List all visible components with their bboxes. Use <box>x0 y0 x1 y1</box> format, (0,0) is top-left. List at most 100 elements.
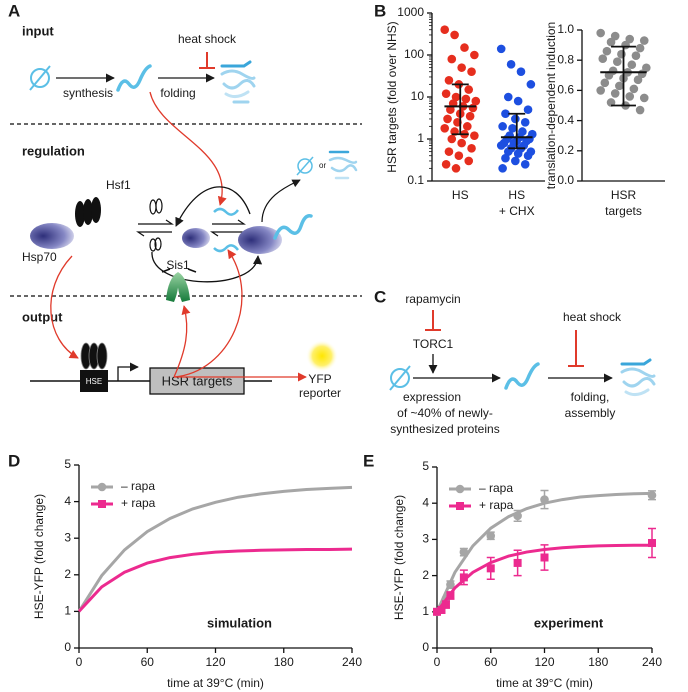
label: Sis1 <box>166 258 190 272</box>
data-point <box>526 80 536 89</box>
data-point <box>520 159 530 169</box>
label: or <box>319 161 326 170</box>
arrow <box>175 186 251 227</box>
sis1 <box>166 272 190 302</box>
data-point <box>508 123 517 133</box>
hsp70 <box>182 228 210 248</box>
panel-a: input regulation output synthesis foldin… <box>10 23 362 400</box>
peptide <box>273 213 313 240</box>
y-tick-label: 0 <box>64 640 71 654</box>
section-label: regulation <box>22 143 85 158</box>
empty-set <box>296 156 314 176</box>
y-tick-label: 1 <box>417 131 424 145</box>
data-point <box>635 43 645 53</box>
y-tick-label: 1 <box>422 604 429 618</box>
data-point <box>629 84 639 94</box>
y-tick-label: 0.6 <box>557 83 574 97</box>
y-axis-label: HSE-YFP (fold change) <box>392 495 406 620</box>
marker <box>540 495 549 504</box>
annotation: simulation <box>207 615 272 630</box>
x-tick-label: 240 <box>342 655 362 669</box>
x-tick-label: 60 <box>484 655 498 669</box>
data-point <box>470 50 479 60</box>
x-tick-label: HS <box>452 188 469 202</box>
data-point <box>596 28 605 38</box>
data-point <box>639 93 649 103</box>
data-point <box>523 151 533 161</box>
marker <box>648 539 656 548</box>
y-tick-label: 5 <box>422 459 429 473</box>
data-point <box>501 109 510 119</box>
peptide <box>213 207 239 216</box>
y-tick-label: 2 <box>422 568 429 582</box>
x-tick-label: HS <box>508 188 525 202</box>
x-tick-label: 120 <box>205 655 225 669</box>
data-point <box>602 46 612 56</box>
marker <box>647 490 657 500</box>
section-label: output <box>22 309 63 324</box>
empty-set <box>389 365 411 391</box>
annotation: experiment <box>534 615 604 630</box>
equilibrium <box>210 219 246 237</box>
data-point <box>471 96 481 106</box>
x-tick-label: + CHX <box>499 204 535 218</box>
hsf1-small <box>149 198 163 252</box>
data-point <box>639 36 649 45</box>
label: assembly <box>565 406 616 420</box>
hsf1-trimer <box>75 197 101 227</box>
data-point <box>496 141 506 150</box>
promoter-arrow <box>117 362 139 381</box>
data-point <box>642 63 651 73</box>
legend-label: + rapa <box>479 498 514 512</box>
y-tick-label: 0.1 <box>407 173 424 187</box>
marker <box>441 600 450 609</box>
data-point <box>516 67 526 77</box>
label: heat shock <box>563 310 622 324</box>
marker <box>513 558 522 567</box>
data-point <box>523 105 533 114</box>
panel-label: D <box>8 451 20 470</box>
data-point <box>501 153 510 163</box>
label: folding <box>160 86 195 100</box>
empty-set <box>29 65 51 91</box>
inhibition <box>199 52 215 69</box>
marker <box>513 511 522 521</box>
data-point <box>496 44 506 54</box>
data-point <box>441 159 451 169</box>
y-tick-label: 4 <box>422 495 429 509</box>
data-point <box>506 60 516 69</box>
legend-label: + rapa <box>121 496 156 510</box>
peptide <box>213 244 239 253</box>
hsp70 <box>30 223 74 249</box>
y-tick-label: 0.0 <box>557 173 574 187</box>
folded-protein <box>620 358 656 397</box>
label: HSR targets <box>162 373 233 388</box>
data-point <box>443 114 452 124</box>
y-tick-label: 4 <box>64 494 71 508</box>
x-tick-label: 60 <box>141 655 155 669</box>
data-point <box>447 134 457 144</box>
y-tick-label: 0 <box>422 640 429 654</box>
data-point <box>454 151 464 161</box>
data-point <box>625 34 635 44</box>
data-point <box>447 54 457 64</box>
data-point <box>444 75 454 85</box>
yfp <box>306 340 338 372</box>
label: synthesized proteins <box>390 422 499 436</box>
data-point <box>621 40 630 50</box>
x-tick-label: 240 <box>642 655 662 669</box>
data-point <box>464 156 474 166</box>
y-tick-label: 3 <box>422 532 429 546</box>
folded-protein <box>328 150 358 180</box>
data-point <box>457 63 466 72</box>
equilibrium <box>136 219 174 237</box>
y-axis-label: HSE-YFP (fold change) <box>32 494 46 619</box>
y-axis-label: HSR targets (fold over NHS) <box>385 21 399 172</box>
marker <box>446 580 455 589</box>
label: TORC1 <box>413 337 454 351</box>
label: rapamycin <box>405 292 460 306</box>
hse-box <box>80 370 108 392</box>
peptide <box>116 64 152 92</box>
label: synthesis <box>63 86 113 100</box>
data-point <box>440 25 450 35</box>
